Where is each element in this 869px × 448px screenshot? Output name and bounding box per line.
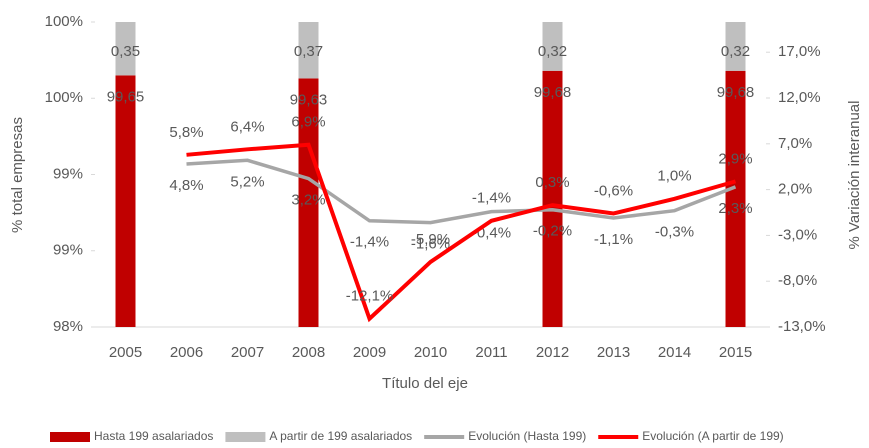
- line-value-label: -0,4%: [472, 225, 511, 242]
- line-value-label: -1,6%: [411, 236, 450, 253]
- y2-tick-label: 17,0%: [778, 43, 821, 60]
- y2-tick-label: -13,0%: [778, 318, 826, 335]
- x-tick-label: 2005: [109, 344, 142, 361]
- line-value-label: 2,3%: [718, 200, 752, 217]
- line-value-label: -1,1%: [594, 231, 633, 248]
- line-value-label: 4,8%: [169, 177, 203, 194]
- legend-label: Evolución (A partir de 199): [642, 429, 783, 443]
- line-value-label: -0,6%: [594, 182, 633, 199]
- bar-value-label: 99,63: [290, 91, 328, 108]
- x-tick-label: 2011: [475, 344, 507, 361]
- line-value-label: 0,3%: [535, 174, 569, 191]
- bar: [725, 22, 746, 71]
- y-tick-label: 100%: [45, 89, 83, 106]
- line: [186, 142, 737, 323]
- bar-value-label: 99,68: [717, 84, 755, 101]
- legend-label: Evolución (Hasta 199): [468, 429, 586, 443]
- line-value-label: 2,9%: [718, 150, 752, 167]
- y-tick-label: 99%: [53, 242, 83, 259]
- bar: [542, 22, 563, 71]
- line-value-label: -1,4%: [472, 190, 511, 207]
- y2-axis-title: % Variación interanual: [846, 101, 863, 250]
- x-tick-label: 2015: [719, 344, 752, 361]
- bar: [298, 22, 319, 79]
- line-value-label: -0,3%: [655, 224, 694, 241]
- bar: [115, 75, 136, 327]
- y-tick-label: 100%: [45, 13, 83, 30]
- legend-swatch: [50, 432, 90, 442]
- y2-tick-label: 7,0%: [778, 135, 812, 152]
- y2-tick-label: -8,0%: [778, 272, 817, 289]
- y2-tick-label: 12,0%: [778, 89, 821, 106]
- line-value-label: -5,9%: [411, 231, 450, 248]
- bar-value-label: 0,32: [721, 43, 750, 60]
- line-value-label: 6,4%: [230, 118, 264, 135]
- line-value-label: 3,2%: [291, 192, 325, 209]
- y-axis-title: % total empresas: [9, 117, 26, 233]
- line-value-label: 1,0%: [657, 168, 691, 185]
- line-value-label: -1,4%: [350, 234, 389, 251]
- line-value-label: 5,2%: [230, 173, 264, 190]
- bar-value-label: 0,35: [111, 43, 140, 60]
- x-tick-label: 2014: [658, 344, 691, 361]
- bar: [725, 70, 746, 328]
- line-value-label: 6,9%: [291, 114, 325, 131]
- bar: [542, 70, 563, 328]
- line-value-label: -0,2%: [533, 223, 572, 240]
- x-tick-label: 2008: [292, 344, 325, 361]
- line: [186, 158, 737, 225]
- legend-label: A partir de 199 asalariados: [269, 429, 412, 443]
- line-value-label: 5,8%: [169, 124, 203, 141]
- y-tick-label: 99%: [53, 165, 83, 182]
- y2-tick-label: -3,0%: [778, 226, 817, 243]
- x-tick-label: 2009: [353, 344, 386, 361]
- line-value-label: -12,1%: [346, 288, 394, 305]
- x-tick-label: 2010: [414, 344, 447, 361]
- x-axis-title: Título del eje: [382, 375, 468, 392]
- bar-value-label: 99,68: [534, 84, 572, 101]
- y-tick-label: 98%: [53, 318, 83, 335]
- x-tick-label: 2006: [170, 344, 203, 361]
- bar: [298, 78, 319, 327]
- x-tick-label: 2013: [597, 344, 630, 361]
- bar-value-label: 99,65: [107, 88, 145, 105]
- bar-value-label: 0,32: [538, 43, 567, 60]
- bar-value-label: 0,37: [294, 43, 323, 60]
- legend-swatch: [225, 432, 266, 442]
- y2-tick-label: 2,0%: [778, 181, 812, 198]
- x-tick-label: 2007: [231, 344, 264, 361]
- bar: [115, 22, 136, 76]
- x-tick-label: 2012: [536, 344, 569, 361]
- legend-label: Hasta 199 asalariados: [94, 429, 213, 443]
